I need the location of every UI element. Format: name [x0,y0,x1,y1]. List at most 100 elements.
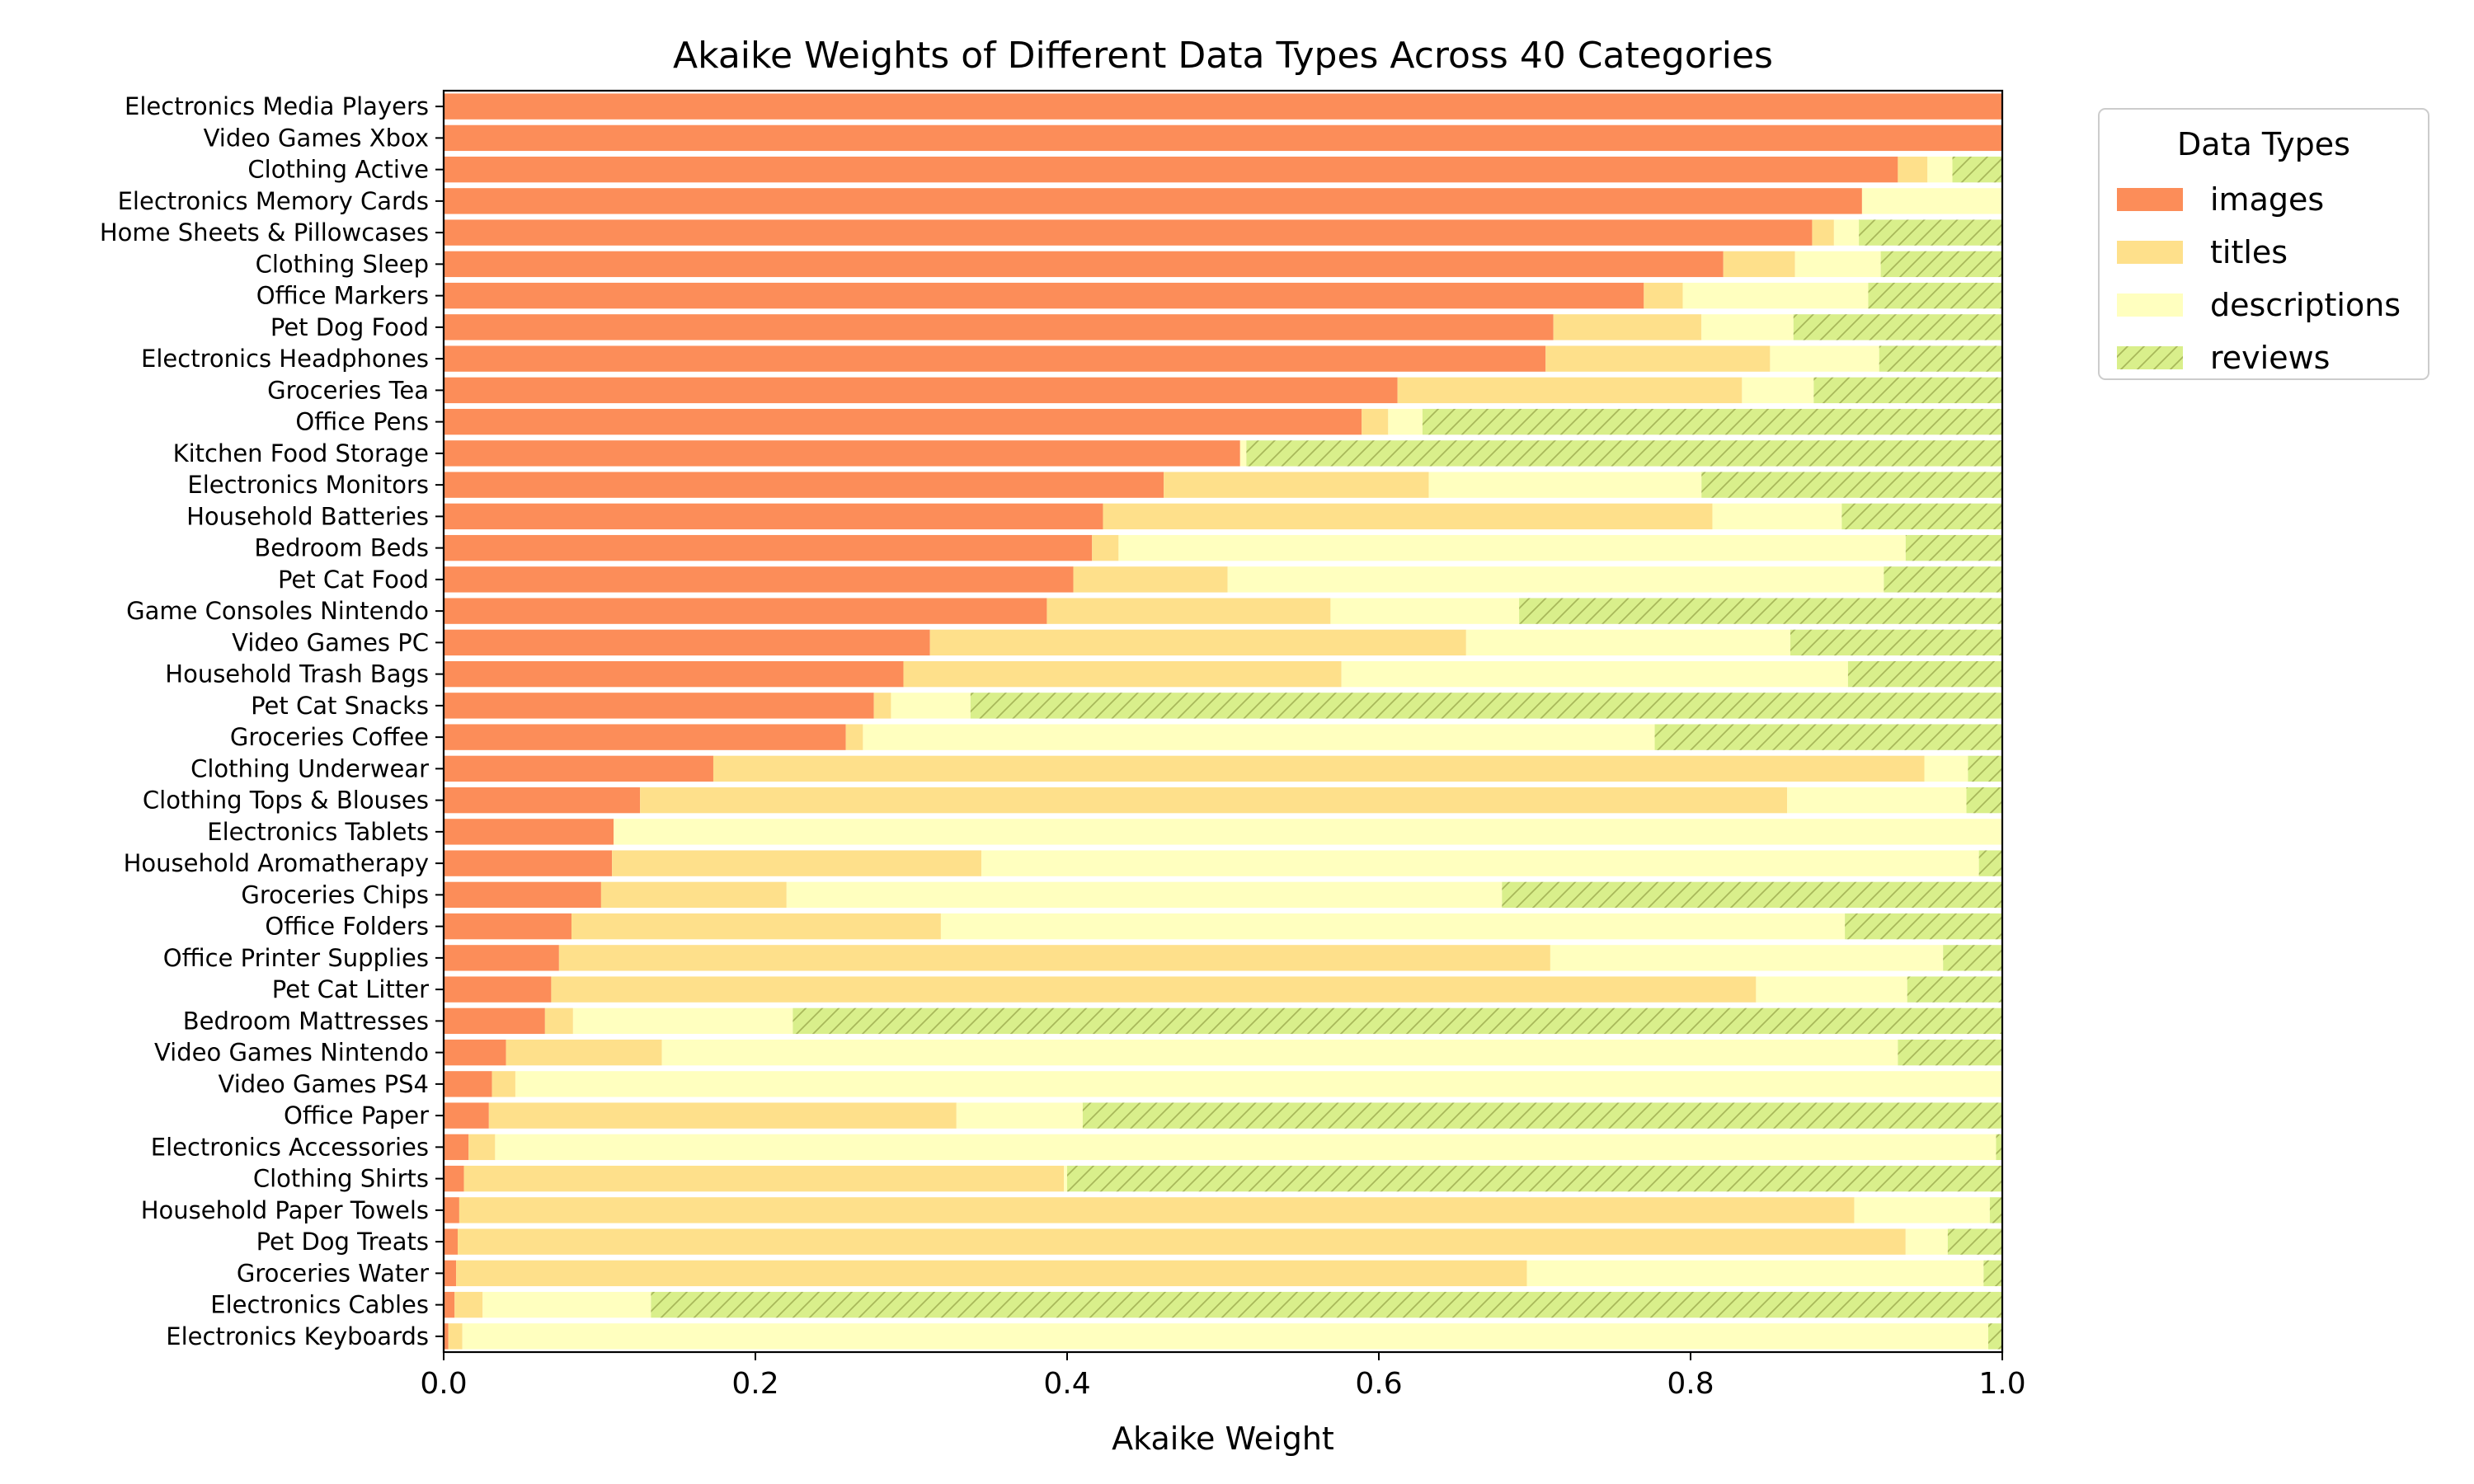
x-tick-label: 0.6 [1355,1367,1402,1401]
bar-titles-clothing-sleep [1723,251,1795,278]
bar-reviews-electronics-accessories [1996,1134,2002,1161]
bar-images-groceries-water [444,1260,457,1287]
bar-descriptions-household-trash-bags [1341,660,1848,688]
bar-descriptions-electronics-accessories [495,1134,1997,1161]
bar-reviews-game-consoles-nintendo [1519,598,2002,624]
bar-reviews-clothing-active [1952,156,2002,183]
bar-descriptions-bedroom-mattresses [572,1007,793,1035]
bar-images-household-trash-bags [444,660,904,688]
bar-reviews-video-games-nintendo [1898,1039,2002,1066]
bar-descriptions-pet-cat-snacks [891,693,971,719]
y-tick-label: Household Batteries [186,502,429,530]
bar-images-clothing-tops-and-blouses [444,787,641,814]
bar-reviews-pet-cat-litter [1907,976,2002,1003]
y-tick-label: Electronics Tablets [207,818,429,846]
bar-images-pet-dog-treats [444,1228,459,1255]
y-tick-label: Bedroom Mattresses [183,1007,429,1035]
bar-images-electronics-accessories [444,1134,469,1161]
bar-titles-office-markers [1644,282,1683,309]
bars-layer [444,93,2003,1350]
bar-reviews-pet-cat-snacks [970,693,2002,719]
bar-images-office-printer-supplies [444,945,559,971]
bar-titles-clothing-underwear [713,755,1925,782]
bar-reviews-electronics-monitors [1701,472,2002,498]
bar-descriptions-video-games-pc [1465,629,1790,656]
bar-descriptions-electronics-tablets [614,819,2002,845]
y-tick-label: Pet Cat Food [278,566,429,594]
bar-images-clothing-sleep [444,251,1724,278]
x-tick-label: 0.4 [1043,1367,1090,1401]
bar-titles-clothing-tops-and-blouses [640,787,1788,814]
bar-images-office-folders [444,913,571,940]
y-tick-label: Home Sheets & Pillowcases [100,218,429,247]
bar-descriptions-kitchen-food-storage [1239,440,1247,467]
bar-descriptions-office-folders [940,913,1846,940]
bar-reviews-groceries-tea [1813,377,2002,404]
bar-descriptions-office-printer-supplies [1550,945,1944,971]
bar-titles-video-games-nintendo [506,1039,662,1066]
legend-swatch-titles [2117,241,2183,264]
bar-reviews-office-printer-supplies [1943,945,2002,971]
bar-titles-video-games-pc [929,629,1466,656]
bar-reviews-clothing-tops-and-blouses [1966,787,2002,814]
y-tick-label: Video Games Nintendo [154,1039,429,1067]
legend: Data Types images titles descriptions revie… [2098,108,2429,380]
bar-descriptions-office-paper [956,1102,1083,1129]
bar-titles-game-consoles-nintendo [1047,598,1331,624]
bar-images-bedroom-beds [444,534,1093,561]
bar-descriptions-electronics-keyboards [462,1323,1988,1350]
bar-reviews-electronics-keyboards [1987,1323,2002,1350]
legend-label-images: images [2210,181,2324,218]
x-axis-label: Akaike Weight [1112,1421,1334,1457]
bar-images-video-games-nintendo [444,1039,506,1066]
bar-images-electronics-monitors [444,472,1164,498]
bar-titles-pet-cat-snacks [873,693,891,719]
bar-titles-clothing-active [1898,156,1928,183]
bar-titles-pet-dog-treats [458,1228,1906,1255]
bar-descriptions-groceries-water [1526,1260,1984,1287]
bar-descriptions-groceries-tea [1742,377,1814,404]
bar-reviews-clothing-sleep [1880,251,2002,278]
bar-images-groceries-tea [444,377,1398,404]
bar-reviews-clothing-underwear [1968,755,2002,782]
bar-titles-home-sheets-and-pillowcases [1812,219,1834,246]
y-tick-label: Electronics Cables [210,1291,429,1319]
legend-items: images titles descriptions reviews [2117,181,2401,376]
bar-descriptions-pet-dog-food [1701,314,1794,340]
bar-titles-household-trash-bags [903,660,1342,688]
bar-images-household-batteries [444,503,1103,530]
bar-reviews-pet-dog-food [1793,314,2002,340]
bar-images-pet-cat-food [444,566,1074,593]
y-tick-label: Pet Dog Treats [256,1228,429,1256]
y-tick-label: Video Games PC [232,628,429,656]
bar-images-household-paper-towels [444,1197,459,1223]
y-tick-label: Office Pens [295,408,429,436]
bar-images-bedroom-mattresses [444,1007,545,1035]
bar-reviews-groceries-chips [1502,881,2002,909]
bar-titles-groceries-chips [600,881,787,909]
bar-descriptions-video-games-nintendo [661,1039,1898,1066]
bar-descriptions-video-games-ps4 [515,1071,2003,1097]
bar-images-video-games-ps4 [444,1071,492,1097]
legend-swatch-images [2117,188,2183,211]
bar-descriptions-home-sheets-and-pillowcases [1833,219,1860,246]
bar-descriptions-bedroom-beds [1118,534,1906,561]
bar-reviews-office-pens [1422,408,2002,435]
bar-titles-electronics-keyboards [448,1323,463,1350]
bar-images-electronics-tablets [444,819,614,845]
bar-reviews-household-aromatherapy [1978,850,2002,876]
bar-descriptions-clothing-sleep [1794,251,1881,278]
bar-descriptions-clothing-underwear [1924,755,1968,782]
chart-title: Akaike Weights of Different Data Types A… [673,35,1773,77]
bar-titles-electronics-cables [454,1291,483,1318]
bar-images-electronics-headphones [444,345,1546,372]
bar-descriptions-office-pens [1388,408,1423,435]
y-tick-label: Pet Cat Litter [272,975,429,1003]
bar-images-electronics-media-players [444,93,2002,120]
x-axis: 0.0 0.2 0.4 0.6 0.8 1.0 [420,1352,2026,1401]
bar-images-clothing-underwear [444,755,713,782]
legend-title: Data Types [2177,126,2350,162]
bar-reviews-household-trash-bags [1847,660,2002,688]
bar-titles-groceries-tea [1397,377,1743,404]
bar-reviews-groceries-coffee [1654,724,2002,750]
